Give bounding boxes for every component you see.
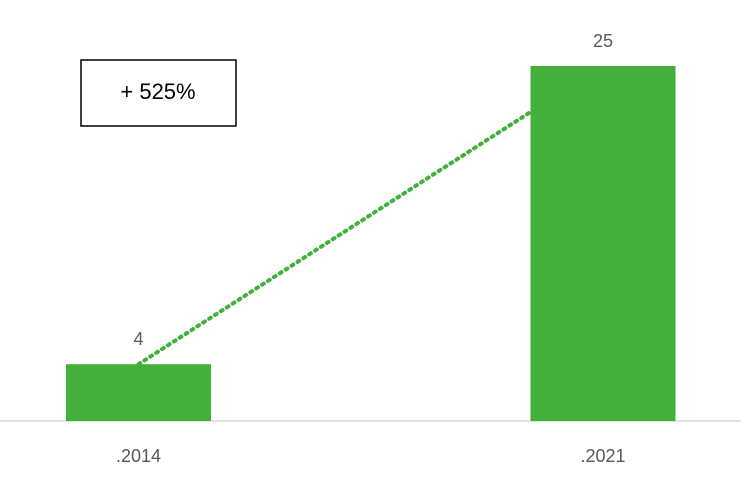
value-label: 4 <box>133 329 143 349</box>
x-tick-label: .2021 <box>580 446 625 466</box>
x-tick-label: .2014 <box>116 446 161 466</box>
trend-line <box>136 110 533 367</box>
value-label: 25 <box>593 31 613 51</box>
bar <box>530 66 676 421</box>
annotation: + 525% <box>120 79 195 104</box>
annotation-box <box>80 59 237 127</box>
bar <box>66 364 211 421</box>
